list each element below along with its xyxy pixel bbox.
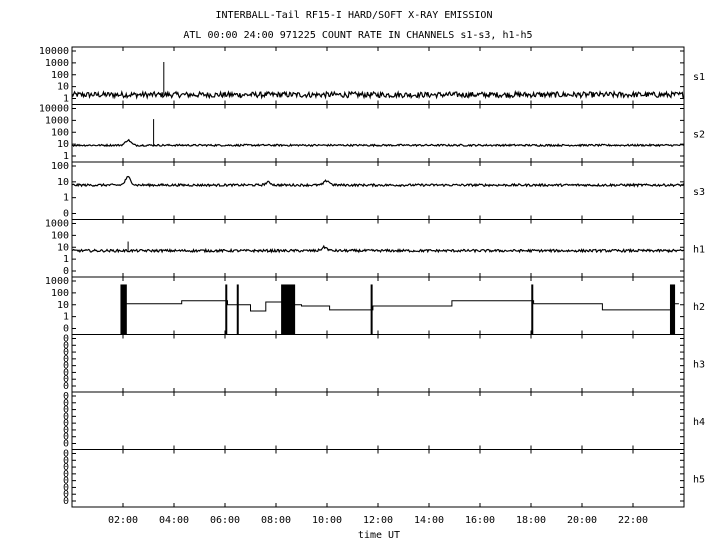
y-tick-label: 0 <box>63 347 69 358</box>
y-tick-label: 0 <box>63 398 69 409</box>
y-tick-label: 0 <box>63 324 69 335</box>
y-tick-label: 10 <box>57 242 69 253</box>
y-tick-label: 0 <box>63 455 69 466</box>
x-tick-label: 16:00 <box>465 515 495 526</box>
x-tick-label: 06:00 <box>210 515 240 526</box>
y-tick-label: 100 <box>51 288 69 299</box>
x-tick-label: 18:00 <box>516 515 546 526</box>
y-tick-label: 0 <box>63 391 69 402</box>
y-tick-label: 0 <box>63 462 69 473</box>
y-tick-label: 0 <box>63 405 69 416</box>
x-tick-label: 20:00 <box>567 515 597 526</box>
y-tick-label: 100 <box>51 127 69 138</box>
y-tick-label: 0 <box>63 432 69 443</box>
channel-label-h4: h4 <box>693 417 705 428</box>
channel-label-h1: h1 <box>693 244 705 255</box>
series-line-h1 <box>71 244 685 254</box>
y-tick-label: 0 <box>63 469 69 480</box>
chart-title: INTERBALL-Tail RF15-I HARD/SOFT X-RAY EM… <box>216 10 493 21</box>
x-tick-label: 12:00 <box>363 515 393 526</box>
y-tick-label: 1 <box>63 312 69 323</box>
channel-label-h5: h5 <box>693 474 705 485</box>
panel-stack: s1100001000100101s2100001000100101s31001… <box>39 46 705 508</box>
y-tick-label: 1 <box>63 193 69 204</box>
y-tick-label: 0 <box>63 425 69 436</box>
series-line-s3 <box>71 175 685 188</box>
x-tick-label: 04:00 <box>159 515 189 526</box>
panel-frame <box>71 104 685 163</box>
chart-subtitle: ATL 00:00 24:00 971225 COUNT RATE IN CHA… <box>183 30 532 41</box>
panel-frame <box>71 161 685 220</box>
y-tick-label: 0 <box>63 449 69 460</box>
y-tick-label: 1000 <box>45 115 69 126</box>
channel-label-s1: s1 <box>693 72 705 83</box>
channel-label-h3: h3 <box>693 359 705 370</box>
y-tick-label: 0 <box>63 374 69 385</box>
y-tick-label: 10 <box>57 300 69 311</box>
y-tick-label: 100 <box>51 161 69 172</box>
y-tick-label: 10 <box>57 82 69 93</box>
data-block <box>669 284 676 335</box>
panel-frame <box>71 334 685 393</box>
y-tick-label: 0 <box>63 439 69 450</box>
y-tick-label: 0 <box>63 418 69 429</box>
y-tick-label: 0 <box>63 367 69 378</box>
y-tick-label: 0 <box>63 361 69 372</box>
series-line-s2 <box>72 138 685 148</box>
series-line-s1 <box>71 89 685 100</box>
y-tick-label: 100 <box>51 70 69 81</box>
y-tick-label: 0 <box>63 489 69 500</box>
x-tick-label: 22:00 <box>618 515 648 526</box>
x-tick-label: 08:00 <box>261 515 291 526</box>
y-tick-label: 0 <box>63 476 69 487</box>
y-tick-label: 100 <box>51 230 69 241</box>
y-tick-label: 0 <box>63 334 69 345</box>
y-tick-label: 1000 <box>45 58 69 69</box>
channel-label-s3: s3 <box>693 187 705 198</box>
data-block <box>281 284 296 335</box>
y-tick-label: 10 <box>57 139 69 150</box>
x-tick-label: 14:00 <box>414 515 444 526</box>
y-tick-label: 10000 <box>39 46 69 57</box>
y-tick-label: 0 <box>63 354 69 365</box>
y-tick-label: 1000 <box>45 276 69 287</box>
x-axis: 02:00 04:00 06:00 08:00 10:00 12:00 14:00 16:00… <box>108 515 648 526</box>
x-axis-label: time UT <box>358 530 400 541</box>
channel-label-h2: h2 <box>693 302 705 313</box>
y-tick-label: 0 <box>63 381 69 392</box>
panel-frame <box>71 219 685 278</box>
y-tick-label: 0 <box>63 496 69 507</box>
panel-frame <box>71 391 685 450</box>
y-tick-label: 0 <box>63 266 69 277</box>
y-tick-label: 0 <box>63 411 69 422</box>
series-line-h2 <box>123 300 679 312</box>
y-tick-label: 0 <box>63 340 69 351</box>
data-block <box>120 284 127 335</box>
y-tick-label: 10000 <box>39 104 69 115</box>
x-tick-label: 10:00 <box>312 515 342 526</box>
y-tick-label: 10 <box>57 177 69 188</box>
y-tick-label: 1 <box>63 94 69 105</box>
y-tick-label: 1000 <box>45 219 69 230</box>
x-tick-label: 02:00 <box>108 515 138 526</box>
y-tick-label: 1 <box>63 151 69 162</box>
channel-label-s2: s2 <box>693 129 705 140</box>
y-tick-label: 0 <box>63 482 69 493</box>
y-tick-label: 0 <box>63 209 69 220</box>
y-tick-label: 1 <box>63 254 69 265</box>
panel-frame <box>71 449 685 508</box>
